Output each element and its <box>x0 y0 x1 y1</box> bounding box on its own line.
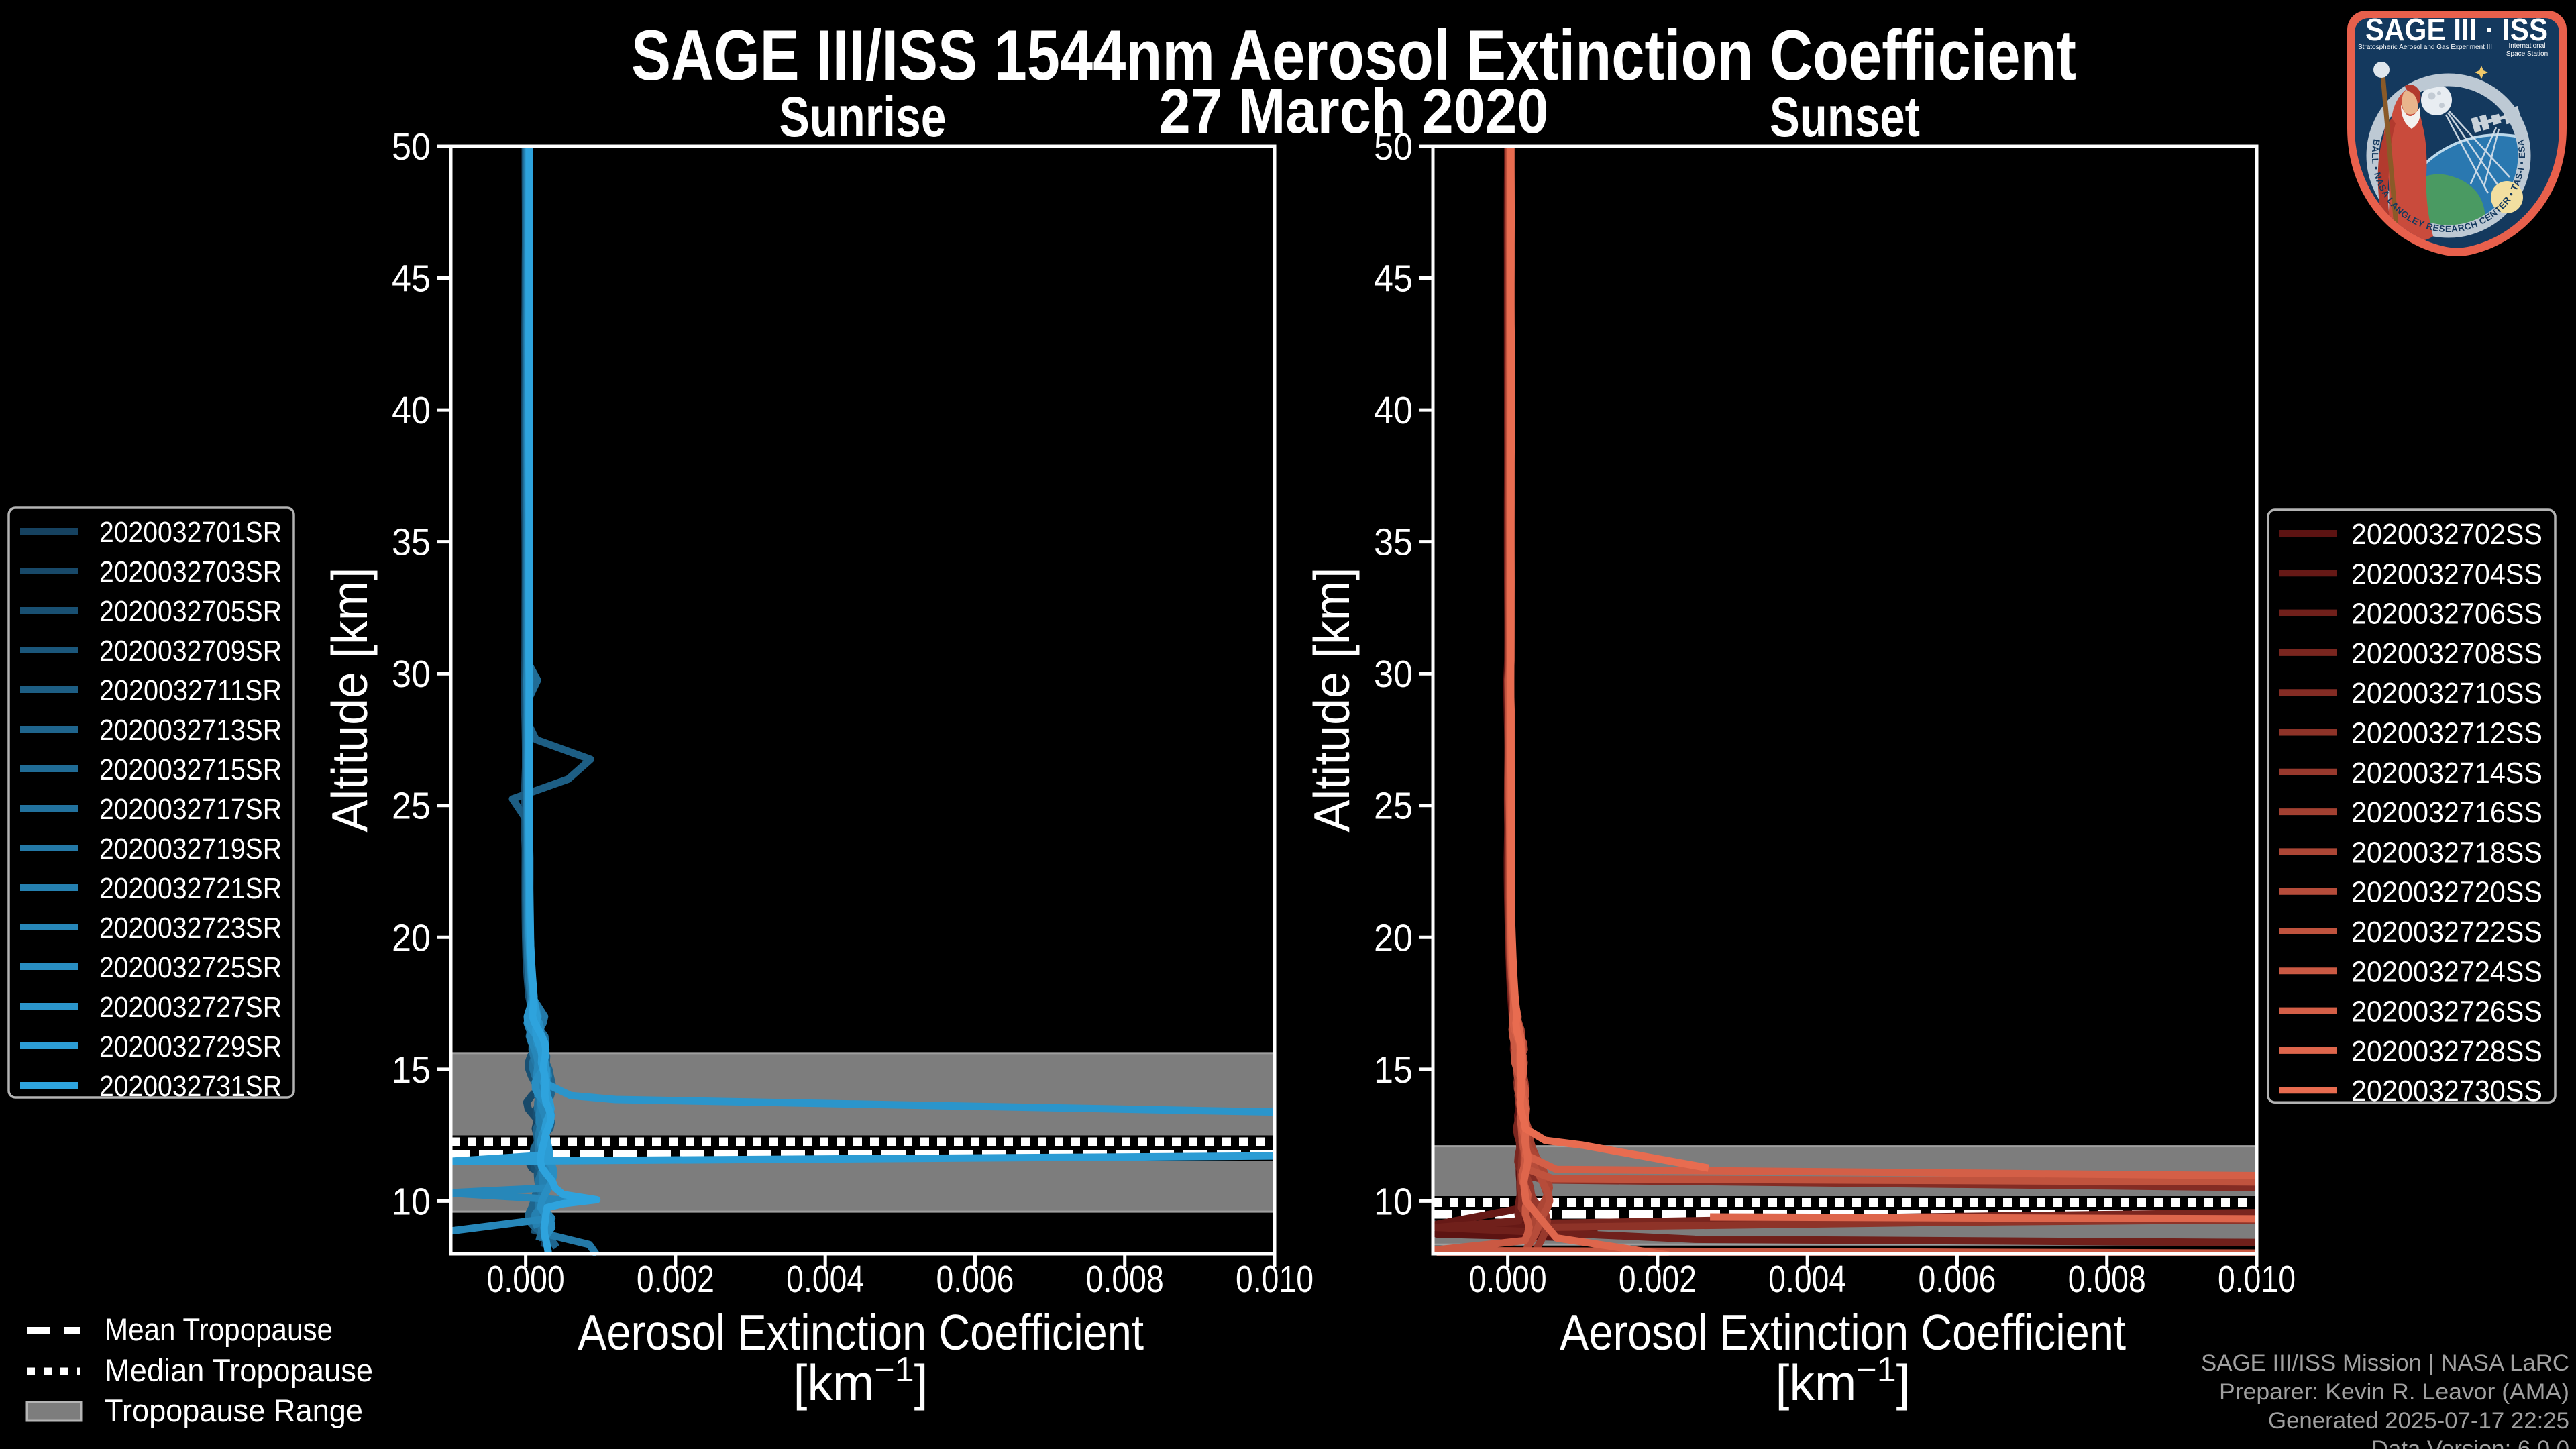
svg-text:Sunset: Sunset <box>1770 85 1920 148</box>
svg-text:SAGE III/ISS Mission | NASA La: SAGE III/ISS Mission | NASA LaRC <box>2201 1350 2569 1376</box>
svg-text:0.000: 0.000 <box>487 1258 565 1301</box>
svg-text:2020032730SS: 2020032730SS <box>2351 1075 2542 1108</box>
svg-text:0.010: 0.010 <box>2218 1258 2296 1301</box>
svg-text:2020032701SR: 2020032701SR <box>99 516 282 549</box>
svg-text:Aerosol Extinction Coefficient: Aerosol Extinction Coefficient <box>1560 1304 2126 1360</box>
svg-text:0.006: 0.006 <box>1918 1258 1996 1301</box>
svg-text:Data Version: 6.0.0: Data Version: 6.0.0 <box>2371 1436 2569 1449</box>
svg-text:Preparer: Kevin R. Leavor (AMA: Preparer: Kevin R. Leavor (AMA) <box>2219 1379 2569 1405</box>
svg-text:0.010: 0.010 <box>1236 1258 1313 1301</box>
svg-text:2020032720SS: 2020032720SS <box>2351 876 2542 909</box>
svg-text:40: 40 <box>392 389 431 432</box>
svg-text:35: 35 <box>1374 521 1413 564</box>
svg-text:2020032702SS: 2020032702SS <box>2351 518 2542 551</box>
svg-text:2020032711SR: 2020032711SR <box>99 674 282 707</box>
svg-text:2020032719SR: 2020032719SR <box>99 833 282 865</box>
svg-text:0.006: 0.006 <box>936 1258 1014 1301</box>
svg-text:0.004: 0.004 <box>1768 1258 1846 1301</box>
svg-text:25: 25 <box>1374 785 1413 828</box>
svg-text:35: 35 <box>392 521 431 564</box>
svg-text:International: International <box>2508 42 2545 50</box>
svg-text:40: 40 <box>1374 389 1413 432</box>
svg-text:10: 10 <box>1374 1180 1413 1223</box>
svg-text:2020032713SR: 2020032713SR <box>99 714 282 747</box>
svg-text:2020032708SS: 2020032708SS <box>2351 637 2542 670</box>
svg-text:2020032725SR: 2020032725SR <box>99 951 282 984</box>
svg-text:2020032718SS: 2020032718SS <box>2351 836 2542 869</box>
svg-text:Mean Tropopause: Mean Tropopause <box>105 1311 333 1347</box>
svg-text:15: 15 <box>1374 1049 1413 1091</box>
svg-text:Stratospheric Aerosol and Gas: Stratospheric Aerosol and Gas Experiment… <box>2358 44 2492 51</box>
svg-text:2020032729SR: 2020032729SR <box>99 1030 282 1063</box>
svg-text:2020032724SS: 2020032724SS <box>2351 955 2542 988</box>
svg-text:2020032712SS: 2020032712SS <box>2351 717 2542 750</box>
svg-text:0.002: 0.002 <box>637 1258 714 1301</box>
svg-text:Generated 2025-07-17 22:25: Generated 2025-07-17 22:25 <box>2268 1408 2569 1434</box>
svg-text:2020032728SS: 2020032728SS <box>2351 1035 2542 1068</box>
svg-text:30: 30 <box>392 653 431 696</box>
svg-text:Sunrise: Sunrise <box>780 85 947 148</box>
svg-text:Tropopause Range: Tropopause Range <box>105 1393 363 1428</box>
svg-text:2020032703SR: 2020032703SR <box>99 555 282 588</box>
svg-text:2020032726SS: 2020032726SS <box>2351 996 2542 1028</box>
svg-text:2020032704SS: 2020032704SS <box>2351 557 2542 590</box>
svg-text:2020032710SS: 2020032710SS <box>2351 677 2542 710</box>
svg-text:0.008: 0.008 <box>1086 1258 1164 1301</box>
svg-text:Median Tropopause: Median Tropopause <box>105 1352 373 1388</box>
svg-text:2020032715SR: 2020032715SR <box>99 753 282 786</box>
svg-text:20: 20 <box>392 916 431 959</box>
svg-text:0.008: 0.008 <box>2068 1258 2146 1301</box>
svg-text:2020032731SR: 2020032731SR <box>99 1070 282 1103</box>
svg-text:27 March 2020: 27 March 2020 <box>1159 76 1549 147</box>
svg-text:2020032723SR: 2020032723SR <box>99 912 282 945</box>
svg-text:SAGE III · ISS: SAGE III · ISS <box>2365 12 2548 47</box>
svg-text:2020032709SR: 2020032709SR <box>99 635 282 667</box>
svg-text:Space Station: Space Station <box>2506 50 2548 58</box>
svg-text:Altitude [km]: Altitude [km] <box>321 568 378 833</box>
svg-text:0.000: 0.000 <box>1469 1258 1547 1301</box>
svg-text:2020032706SS: 2020032706SS <box>2351 598 2542 631</box>
svg-text:2020032722SS: 2020032722SS <box>2351 916 2542 949</box>
svg-text:45: 45 <box>1374 258 1413 301</box>
svg-text:Aerosol Extinction Coefficient: Aerosol Extinction Coefficient <box>578 1304 1144 1360</box>
svg-text:2020032717SR: 2020032717SR <box>99 793 282 826</box>
svg-text:0.004: 0.004 <box>786 1258 864 1301</box>
svg-text:50: 50 <box>392 125 431 168</box>
svg-text:15: 15 <box>392 1049 431 1091</box>
svg-text:0.002: 0.002 <box>1619 1258 1697 1301</box>
svg-text:SAGE III/ISS 1544nm Aerosol Ex: SAGE III/ISS 1544nm Aerosol Extinction C… <box>631 15 2076 95</box>
svg-text:25: 25 <box>392 785 431 828</box>
svg-text:2020032721SR: 2020032721SR <box>99 872 282 905</box>
svg-text:10: 10 <box>392 1180 431 1223</box>
svg-text:Altitude [km]: Altitude [km] <box>1303 568 1360 833</box>
svg-text:2020032727SR: 2020032727SR <box>99 991 282 1024</box>
svg-text:2020032714SS: 2020032714SS <box>2351 757 2542 790</box>
svg-text:20: 20 <box>1374 916 1413 959</box>
svg-text:50: 50 <box>1374 125 1413 168</box>
svg-text:30: 30 <box>1374 653 1413 696</box>
svg-text:2020032716SS: 2020032716SS <box>2351 796 2542 829</box>
svg-text:45: 45 <box>392 258 431 301</box>
svg-text:2020032705SR: 2020032705SR <box>99 595 282 628</box>
